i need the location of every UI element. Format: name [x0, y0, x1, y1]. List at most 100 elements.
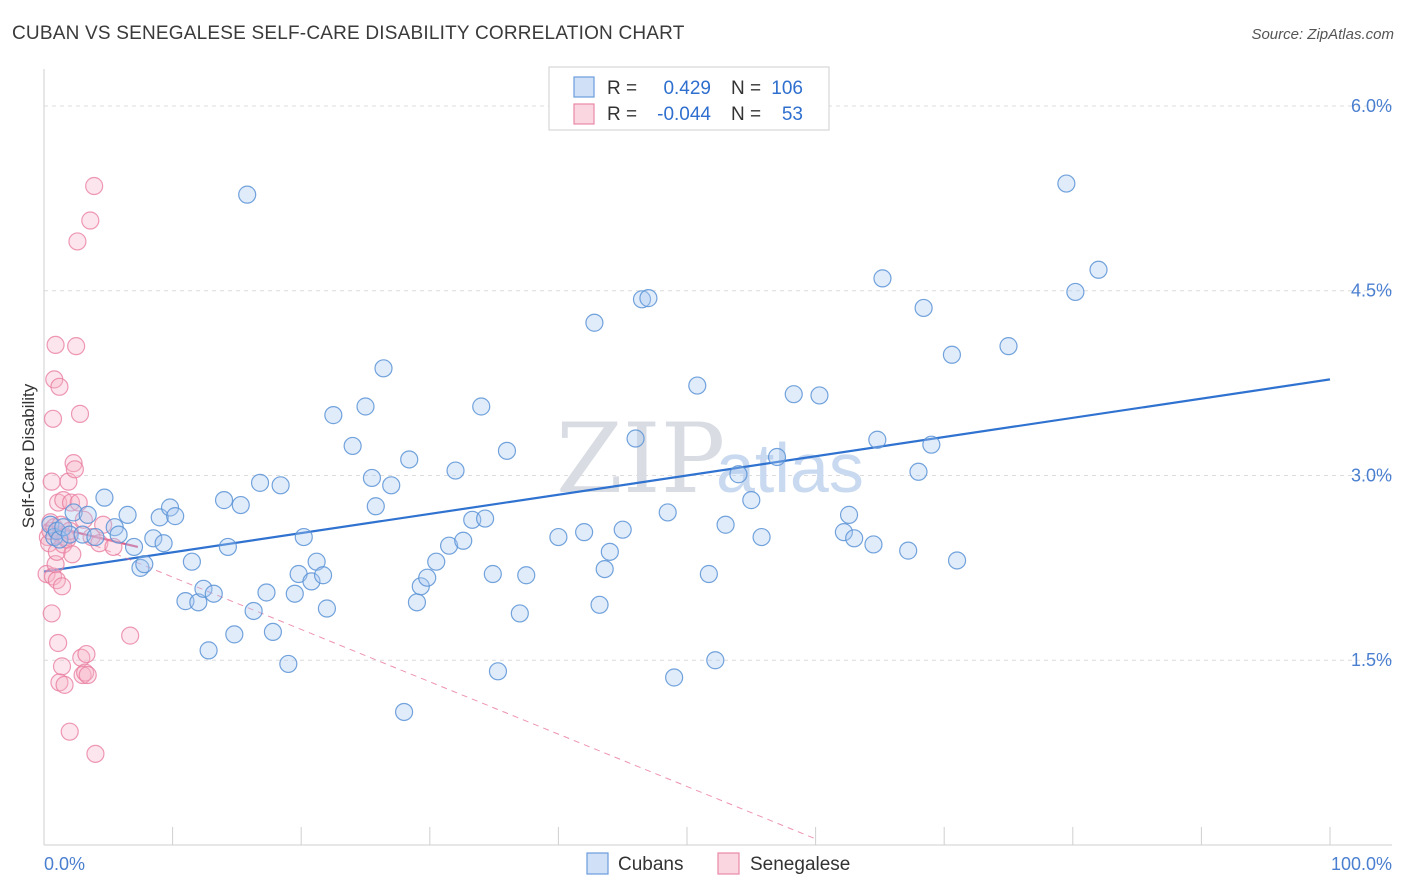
point-cubans-104: [999, 337, 1018, 356]
point-cubans-77: [626, 429, 645, 448]
point-cubans-64: [475, 509, 495, 528]
point-cubans-28: [214, 491, 234, 510]
point-cubans-57: [418, 568, 437, 587]
point-senegalese-33: [65, 460, 84, 479]
point-cubans-69: [517, 566, 536, 585]
point-cubans-105: [1057, 174, 1076, 193]
point-cubans-48: [356, 397, 375, 416]
point-cubans-17: [144, 529, 163, 548]
point-cubans-79: [639, 289, 658, 308]
point-cubans-61: [454, 531, 473, 550]
point-cubans-50: [366, 497, 385, 516]
point-cubans-65: [483, 564, 502, 584]
point-cubans-89: [767, 447, 787, 467]
y-tick-label-1: 3.0%: [1351, 465, 1392, 485]
point-cubans-102: [942, 345, 962, 364]
point-cubans-4: [54, 518, 73, 537]
point-senegalese-31: [63, 545, 82, 564]
point-senegalese-42: [77, 644, 96, 664]
point-cubans-51: [374, 359, 393, 378]
y-axis-title: Self-Care Disability: [19, 383, 38, 528]
point-cubans-23: [182, 552, 201, 571]
point-senegalese-34: [67, 337, 86, 356]
x-tick-label-min: 0.0%: [44, 854, 85, 874]
point-cubans-90: [784, 385, 803, 404]
point-cubans-106: [1066, 282, 1085, 302]
y-tick-label-2: 4.5%: [1351, 281, 1392, 301]
legend-n-value-senegalese: 53: [782, 104, 803, 125]
point-cubans-37: [271, 476, 290, 495]
y-tick-label-0: 1.5%: [1351, 650, 1392, 670]
point-cubans-5: [60, 525, 79, 544]
point-cubans-84: [706, 651, 725, 670]
point-cubans-55: [407, 593, 427, 612]
bottom-legend-swatch-senegalese: [717, 852, 740, 875]
y-tick-labels: 1.5% 3.0% 4.5% 6.0%: [1351, 96, 1392, 670]
chart-source: Source: ZipAtlas.com: [1251, 26, 1394, 43]
bottom-legend-swatch-cubans: [586, 852, 609, 875]
point-senegalese-44: [81, 211, 100, 230]
point-cubans-41: [294, 527, 313, 547]
point-cubans-52: [382, 476, 401, 495]
point-cubans-8: [78, 505, 97, 524]
point-senegalese-46: [85, 176, 104, 196]
point-cubans-35: [257, 583, 276, 602]
point-cubans-54: [400, 450, 419, 469]
point-cubans-93: [839, 505, 859, 524]
point-senegalese-39: [73, 665, 92, 685]
point-cubans-82: [688, 376, 707, 395]
point-cubans-46: [324, 406, 343, 425]
point-cubans-100: [914, 298, 933, 318]
legend-r-value-senegalese: -0.044: [657, 104, 711, 125]
point-cubans-70: [549, 527, 568, 547]
point-cubans-30: [225, 625, 244, 644]
point-cubans-31: [231, 495, 250, 515]
point-cubans-95: [864, 535, 883, 554]
point-cubans-83: [699, 564, 718, 584]
point-cubans-103: [947, 551, 967, 570]
point-cubans-16: [135, 555, 154, 574]
point-cubans-33: [244, 601, 263, 621]
x-tick-label-max: 100.0%: [1331, 854, 1392, 874]
point-cubans-107: [1089, 260, 1108, 279]
point-cubans-81: [665, 668, 684, 687]
legend-r-label-senegalese: R =: [607, 104, 637, 125]
bottom-legend-label-senegalese: Senegalese: [750, 854, 850, 875]
point-cubans-67: [497, 441, 517, 460]
point-cubans-49: [362, 468, 382, 488]
point-cubans-45: [317, 599, 337, 618]
bottom-legend-label-cubans: Cubans: [618, 854, 684, 875]
chart-title: CUBAN VS SENEGALESE SELF-CARE DISABILITY…: [12, 23, 685, 44]
point-cubans-80: [658, 503, 677, 522]
point-cubans-10: [95, 488, 114, 507]
legend-swatch-senegalese: [573, 103, 595, 125]
point-cubans-47: [343, 436, 362, 456]
point-senegalese-5: [42, 604, 61, 623]
point-senegalese-47: [86, 744, 105, 763]
point-senegalese-32: [64, 454, 83, 473]
bottom-legend: Cubans Senegalese: [586, 852, 850, 875]
point-cubans-68: [510, 604, 529, 623]
point-cubans-73: [590, 595, 609, 614]
legend-swatch-cubans: [573, 76, 595, 98]
point-cubans-22: [176, 592, 195, 611]
legend-n-label-senegalese: N =: [731, 104, 761, 125]
point-cubans-34: [250, 473, 270, 492]
point-cubans-20: [160, 498, 180, 517]
point-cubans-26: [199, 641, 218, 660]
point-cubans-53: [394, 702, 414, 722]
point-cubans-87: [742, 491, 761, 510]
point-cubans-9: [86, 527, 105, 547]
legend-n-value-cubans: 106: [771, 78, 803, 99]
legend-n-label-cubans: N =: [731, 78, 761, 99]
point-cubans-63: [472, 397, 491, 416]
point-cubans-94: [845, 529, 864, 548]
point-cubans-24: [189, 593, 208, 612]
point-cubans-19: [154, 534, 173, 553]
legend: R = 0.429 N = 106 R = -0.044 N = 53: [548, 66, 830, 131]
point-cubans-42: [302, 572, 321, 591]
point-cubans-36: [263, 622, 283, 642]
trend-line-cubans: [43, 378, 1331, 573]
point-cubans-60: [446, 461, 465, 480]
